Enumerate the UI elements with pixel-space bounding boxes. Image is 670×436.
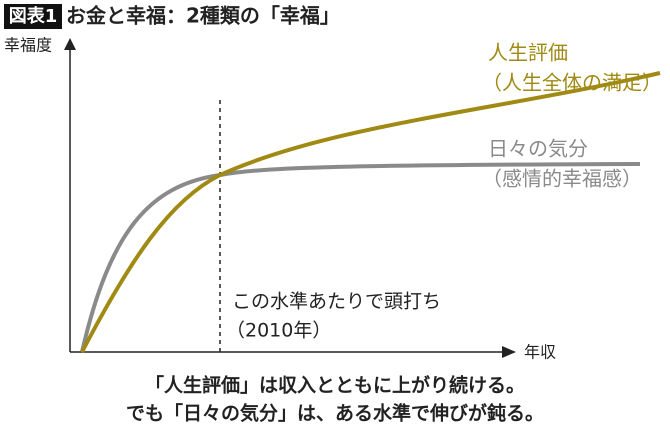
title: お金と幸福：2種類の「幸福」 — [66, 4, 340, 28]
x-axis-label: 年収 — [524, 343, 556, 362]
curve-name: 日々の気分 — [488, 137, 588, 161]
life-evaluation-curve — [80, 71, 661, 353]
y-axis-label: 幸福度 — [4, 36, 52, 55]
annotation-year: （2010年） — [226, 320, 331, 342]
label-box — [4, 4, 62, 29]
curve-note: （人生全体の満足） — [482, 71, 662, 95]
mood-curve — [80, 162, 641, 353]
curve-note: （感情的幸福感） — [482, 167, 642, 191]
figure-label: 図表1 — [9, 5, 58, 27]
annotation: この水準あたりで頭打ち — [232, 291, 441, 313]
y-arrow — [64, 38, 76, 50]
x-arrow — [502, 346, 516, 358]
caption: 「人生評価」は収入とともに上がり続ける。 — [145, 374, 525, 397]
caption: でも「日々の気分」は、ある水準で伸びが鈍る。 — [126, 402, 544, 425]
curve-name: 人生評価 — [488, 41, 568, 65]
